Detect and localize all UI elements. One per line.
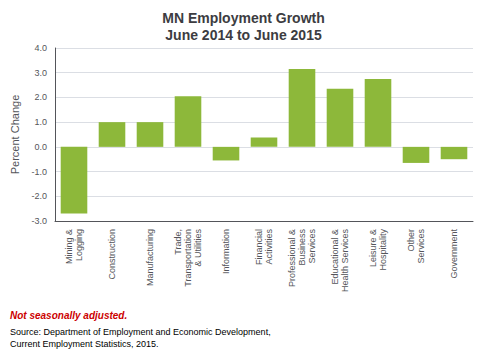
- svg-text:Educational &: Educational &: [330, 229, 340, 285]
- svg-text:Current Employment Statistics,: Current Employment Statistics, 2015.: [10, 339, 159, 349]
- svg-text:Construction: Construction: [107, 229, 117, 280]
- svg-text:Activities: Activities: [264, 229, 274, 265]
- svg-text:Hospitality: Hospitality: [378, 229, 388, 271]
- svg-text:Percent Change: Percent Change: [9, 95, 21, 175]
- svg-text:Source: Department of Employme: Source: Department of Employment and Eco…: [10, 327, 271, 337]
- svg-text:4.0: 4.0: [34, 43, 47, 53]
- svg-text:Manufacturing: Manufacturing: [145, 229, 155, 286]
- svg-text:Professional &: Professional &: [287, 229, 297, 287]
- svg-text:Services: Services: [307, 229, 317, 264]
- svg-text:Information: Information: [221, 229, 231, 274]
- svg-text:Mining &: Mining &: [64, 229, 74, 264]
- svg-text:Other: Other: [406, 229, 416, 252]
- svg-text:Transportation: Transportation: [183, 229, 193, 287]
- svg-text:-3.0: -3.0: [31, 216, 47, 226]
- svg-text:Leisure &: Leisure &: [368, 229, 378, 267]
- svg-text:Business: Business: [297, 229, 307, 266]
- svg-text:3.0: 3.0: [34, 68, 47, 78]
- svg-text:2.0: 2.0: [34, 92, 47, 102]
- svg-text:Services: Services: [416, 229, 426, 264]
- svg-text:June 2014 to June 2015: June 2014 to June 2015: [165, 27, 322, 43]
- svg-text:Government: Government: [449, 229, 459, 279]
- svg-text:Not seasonally adjusted.: Not seasonally adjusted.: [10, 310, 127, 321]
- svg-text:Financial: Financial: [254, 229, 264, 265]
- svg-text:-2.0: -2.0: [31, 191, 47, 201]
- svg-text:Trade,: Trade,: [173, 229, 183, 255]
- svg-text:0.0: 0.0: [34, 142, 47, 152]
- svg-text:Logging: Logging: [74, 229, 84, 261]
- svg-text:1.0: 1.0: [34, 117, 47, 127]
- svg-text:& Utilities: & Utilities: [193, 229, 203, 267]
- svg-text:-1.0: -1.0: [31, 167, 47, 177]
- svg-text:MN Employment Growth: MN Employment Growth: [162, 10, 325, 26]
- svg-text:Health Services: Health Services: [340, 229, 350, 293]
